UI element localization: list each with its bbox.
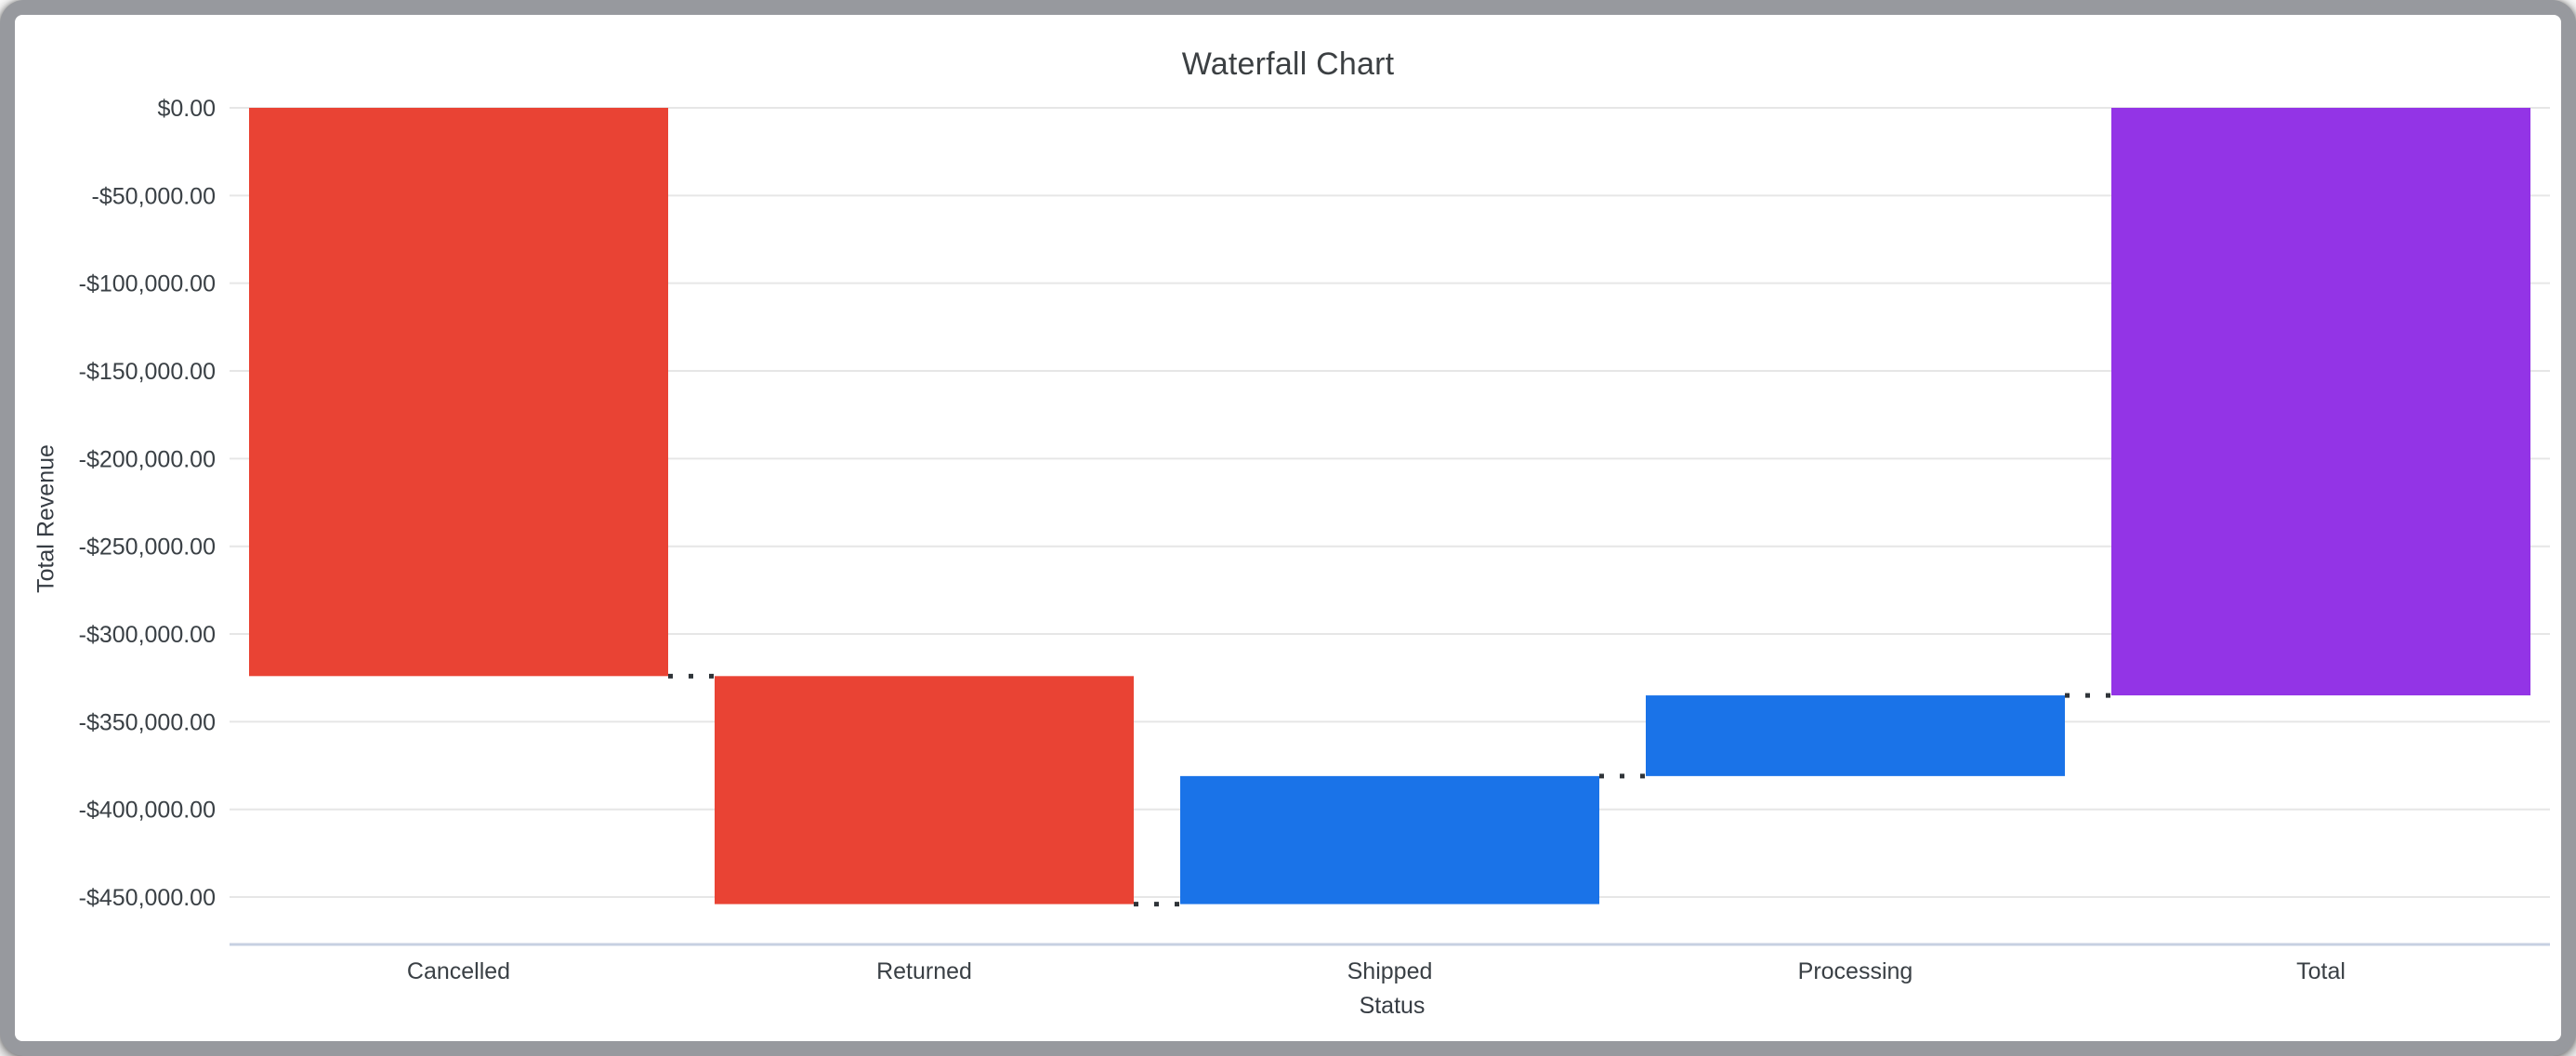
x-tick-label: Processing <box>1798 958 1913 984</box>
x-tick-label: Cancelled <box>407 958 510 984</box>
bar-cancelled[interactable] <box>249 108 668 677</box>
y-tick-label: -$350,000.00 <box>79 709 216 735</box>
y-tick-label: -$450,000.00 <box>79 885 216 911</box>
bar-processing[interactable] <box>1646 695 2065 776</box>
waterfall-chart: $0.00 -$50,000.00 -$100,000.00 -$150,000.00… <box>79 96 2550 984</box>
y-tick-label: -$50,000.00 <box>92 183 216 209</box>
y-tick-label: -$400,000.00 <box>79 798 216 824</box>
y-tick-label: $0.00 <box>157 96 216 122</box>
y-axis-title: Total Revenue <box>33 444 59 593</box>
y-tick-label: -$150,000.00 <box>79 359 216 385</box>
chart-title: Waterfall Chart <box>1181 46 1395 82</box>
bar-shipped[interactable] <box>1180 775 1599 904</box>
bar-total[interactable] <box>2111 108 2530 696</box>
y-tick-label: -$300,000.00 <box>79 622 216 648</box>
x-tick-label: Total <box>2296 958 2346 984</box>
bar-returned[interactable] <box>715 676 1134 904</box>
x-tick-label: Returned <box>876 958 972 984</box>
x-axis-title: Status <box>1359 993 1426 1019</box>
y-tick-label: -$100,000.00 <box>79 271 216 297</box>
chart-card: Waterfall Chart $0.00 -$50,000.00 -$100,00… <box>15 15 2561 1041</box>
y-tick-label: -$250,000.00 <box>79 535 216 561</box>
y-tick-label: -$200,000.00 <box>79 446 216 472</box>
x-tick-label: Shipped <box>1347 958 1433 984</box>
